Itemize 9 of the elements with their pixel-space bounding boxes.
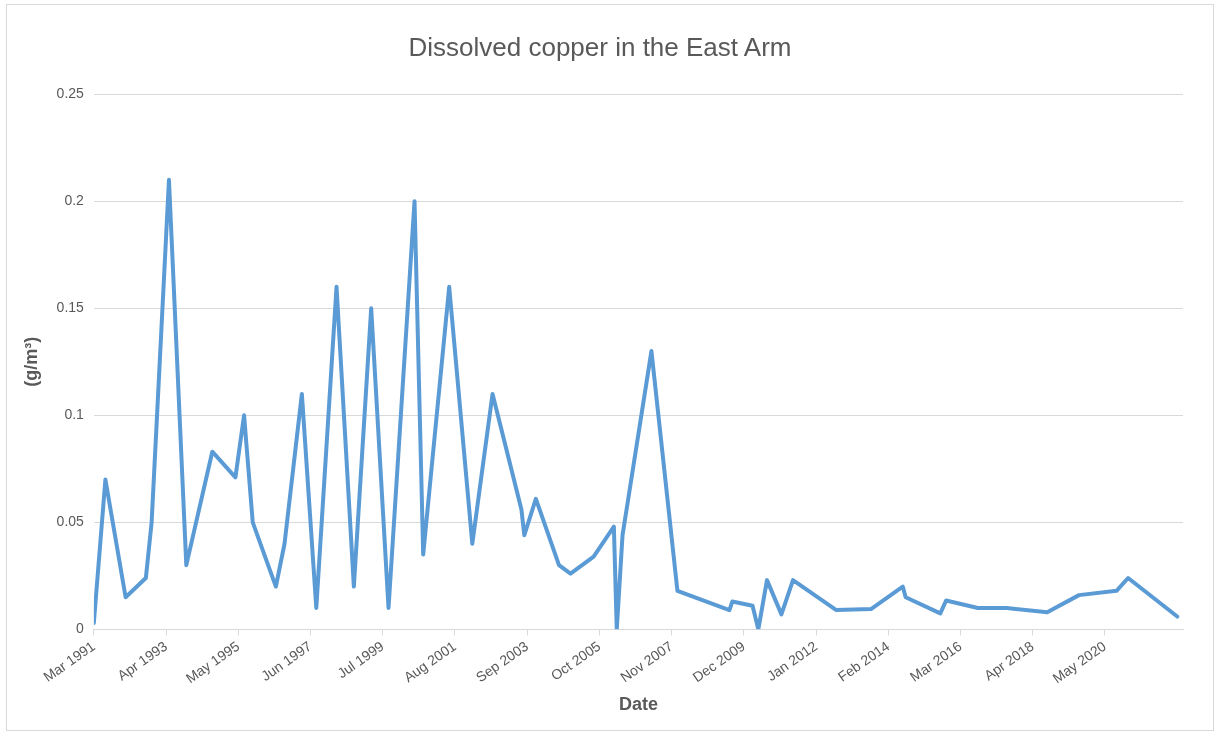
y-tick-label: 0.1 [64, 406, 85, 423]
y-tick-label: 0.15 [56, 299, 85, 316]
x-axis-title: Date [618, 694, 658, 715]
y-axis-title: (g/m³) [20, 336, 41, 387]
y-tick-label: 0.2 [64, 192, 85, 209]
y-tick-label: 0 [76, 620, 85, 637]
y-tick-label: 0.25 [56, 85, 85, 102]
y-tick-label: 0.05 [56, 513, 85, 530]
chart-title: Dissolved copper in the East Arm [408, 31, 792, 62]
